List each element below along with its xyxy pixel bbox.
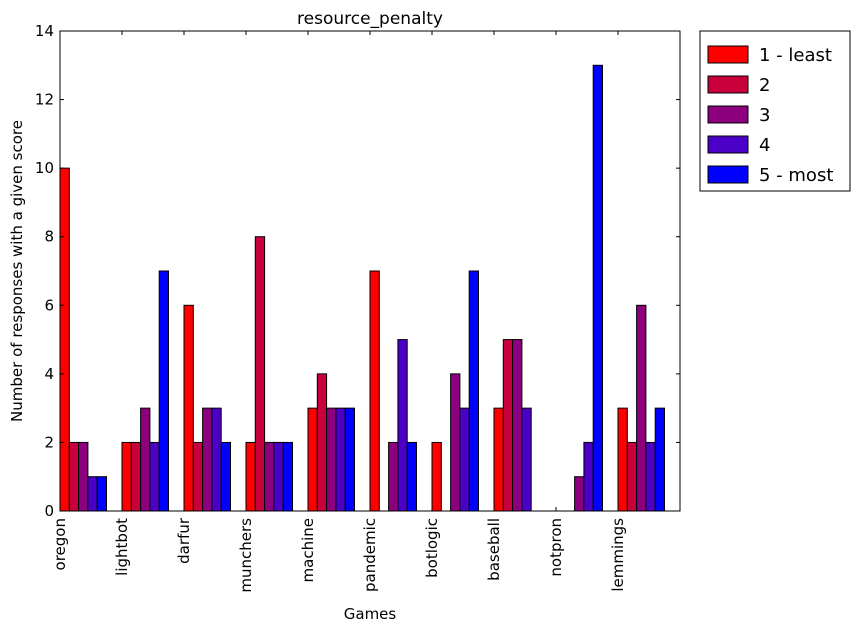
y-tick-label: 4 xyxy=(44,365,54,383)
bar xyxy=(521,407,532,512)
bar xyxy=(264,441,275,512)
bar xyxy=(397,339,408,512)
chart-title: resource_penalty xyxy=(297,9,443,29)
legend-swatch xyxy=(707,165,749,184)
bar xyxy=(468,270,480,512)
y-axis-label: Number of responses with a given score xyxy=(8,120,26,422)
bar xyxy=(316,373,328,512)
bar xyxy=(369,270,380,512)
y-tick-label: 2 xyxy=(44,433,54,451)
legend-swatch xyxy=(707,75,749,94)
ticks-layer: 0 2 4 6 8 10 12 14 oregon lightbot darfur munchers m… xyxy=(35,22,680,593)
bar xyxy=(220,441,231,512)
legend-label: 2 xyxy=(759,75,770,96)
y-tick-label: 6 xyxy=(44,296,54,314)
bar xyxy=(493,407,504,512)
bar xyxy=(130,441,142,512)
bar xyxy=(636,304,647,512)
bars-layer xyxy=(59,64,666,512)
bar xyxy=(654,407,666,512)
bar xyxy=(282,441,294,512)
legend-swatch xyxy=(707,105,749,124)
x-tick-label: machine xyxy=(299,518,317,582)
bar xyxy=(388,441,399,512)
bar xyxy=(183,304,194,512)
y-tick-label: 8 xyxy=(44,228,54,246)
legend-label: 1 - least xyxy=(759,45,832,66)
x-tick-label: lemmings xyxy=(609,518,627,592)
y-tick-label: 10 xyxy=(35,159,54,177)
bar xyxy=(121,441,132,512)
bar xyxy=(68,441,80,512)
x-axis-label: Games xyxy=(344,605,397,623)
bar xyxy=(335,407,346,512)
x-tick-label: botlogic xyxy=(423,518,441,578)
y-tick-label: 0 xyxy=(44,502,54,520)
y-tick-label: 14 xyxy=(35,22,54,40)
bar xyxy=(273,441,284,512)
bar xyxy=(431,441,442,512)
bar xyxy=(87,476,98,512)
x-tick-label: pandemic xyxy=(361,518,379,592)
bar xyxy=(592,64,604,512)
legend: 1 - least 2 3 4 5 - most xyxy=(699,30,851,192)
bar xyxy=(617,407,628,512)
bar xyxy=(406,441,418,512)
bar xyxy=(158,270,169,512)
x-tick-label: lightbot xyxy=(113,518,131,576)
legend-label: 5 - most xyxy=(759,165,833,186)
bar xyxy=(344,407,356,512)
legend-label: 3 xyxy=(759,105,770,126)
x-tick-label: baseball xyxy=(485,518,503,581)
bar xyxy=(574,476,585,512)
legend-swatch xyxy=(707,135,749,154)
bar xyxy=(326,407,337,512)
y-tick-label: 12 xyxy=(35,91,54,109)
bar xyxy=(512,339,523,512)
bar xyxy=(96,476,107,512)
x-tick-label: darfur xyxy=(175,517,193,564)
x-tick-label: notpron xyxy=(547,518,565,577)
x-tick-label: munchers xyxy=(237,518,255,593)
bar xyxy=(645,441,656,512)
bar xyxy=(59,167,70,512)
bar xyxy=(149,441,160,512)
bar xyxy=(626,441,638,512)
bar xyxy=(202,407,213,512)
legend-swatch xyxy=(707,45,749,64)
bar xyxy=(254,236,266,512)
bar xyxy=(140,407,151,512)
bar xyxy=(78,441,89,512)
bar xyxy=(450,373,461,512)
bar xyxy=(192,441,204,512)
bar xyxy=(502,339,514,512)
bar xyxy=(307,407,318,512)
plot-frame xyxy=(59,30,681,512)
legend-label: 4 xyxy=(759,135,770,156)
bar xyxy=(245,441,256,512)
bar xyxy=(211,407,222,512)
bar xyxy=(583,441,594,512)
bar xyxy=(459,407,470,512)
x-tick-label: oregon xyxy=(51,518,69,570)
